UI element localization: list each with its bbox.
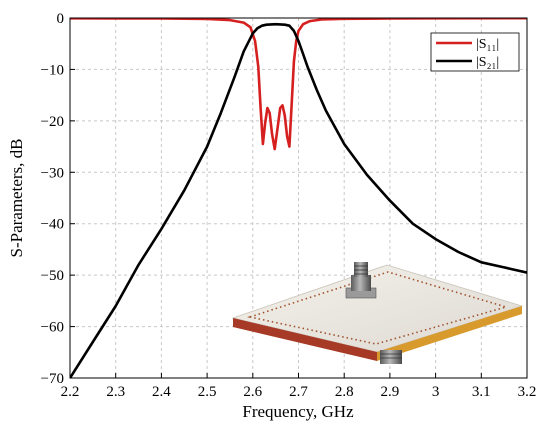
legend: |S₁₁| |S₂₁| [430, 32, 520, 72]
x-tick-label: 2.7 [289, 384, 308, 400]
y-tick-label: −20 [41, 114, 64, 130]
axis-ticks: 2.2 2.3 2.4 2.5 2.6 2.7 2.8 2.9 3 3.1 3.2 0 −10 −20 −3… [41, 11, 537, 400]
x-axis-label: Frequency, GHz [242, 402, 354, 421]
series-layer [70, 18, 527, 378]
y-tick-label: 0 [57, 11, 65, 27]
s21-curve [70, 22, 527, 378]
x-tick-label: 2.6 [243, 384, 262, 400]
x-tick-label: 3 [432, 384, 440, 400]
y-tick-label: −10 [41, 62, 64, 78]
y-tick-label: −60 [41, 320, 64, 336]
x-tick-label: 3.2 [518, 384, 537, 400]
x-tick-label: 2.9 [381, 384, 400, 400]
x-tick-label: 2.5 [198, 384, 217, 400]
x-tick-label: 2.3 [106, 384, 125, 400]
filter-board-photo [231, 262, 524, 364]
x-tick-label: 2.8 [335, 384, 354, 400]
y-tick-label: −40 [41, 217, 64, 233]
legend-label-s21: |S₂₁| [476, 55, 499, 70]
y-axis-label: S-Parameters, dB [7, 139, 26, 258]
x-tick-label: 2.2 [61, 384, 80, 400]
y-tick-label: −70 [41, 371, 64, 387]
y-tick-label: −30 [41, 165, 64, 181]
legend-box [430, 32, 520, 72]
s11-curve [70, 18, 527, 151]
legend-label-s11: |S₁₁| [476, 37, 499, 52]
x-tick-label: 3.1 [472, 384, 491, 400]
x-tick-label: 2.4 [152, 384, 171, 400]
y-tick-label: −50 [41, 268, 64, 284]
